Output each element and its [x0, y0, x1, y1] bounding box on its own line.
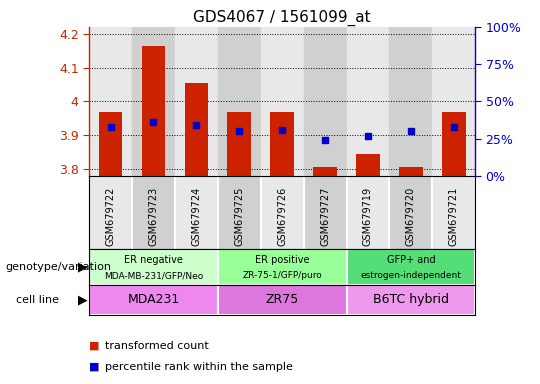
Bar [218, 27, 261, 176]
Text: genotype/variation: genotype/variation [5, 262, 111, 272]
Bar [347, 176, 389, 249]
Text: GSM679727: GSM679727 [320, 187, 330, 246]
Bar [347, 285, 475, 315]
Text: GFP+ and: GFP+ and [387, 255, 435, 265]
Bar [89, 285, 218, 315]
Text: GSM679722: GSM679722 [105, 187, 116, 246]
Text: percentile rank within the sample: percentile rank within the sample [105, 362, 293, 372]
Text: ER negative: ER negative [124, 255, 183, 265]
Bar [175, 27, 218, 176]
Text: ■: ■ [89, 341, 99, 351]
Bar [132, 27, 175, 176]
Bar [141, 45, 165, 176]
Bar [399, 167, 423, 176]
Text: estrogen-independent: estrogen-independent [360, 271, 461, 280]
Bar [313, 167, 337, 176]
Text: GSM679724: GSM679724 [191, 187, 201, 246]
Text: GSM679723: GSM679723 [148, 187, 158, 246]
Bar [303, 176, 347, 249]
Bar [271, 111, 294, 176]
Text: GSM679720: GSM679720 [406, 187, 416, 246]
Bar [261, 176, 303, 249]
Bar [218, 176, 261, 249]
Bar [261, 27, 303, 176]
Bar [89, 176, 132, 249]
Bar [175, 176, 218, 249]
Bar [185, 83, 208, 176]
Bar [442, 111, 465, 176]
Text: ▶: ▶ [78, 293, 87, 306]
Text: B6TC hybrid: B6TC hybrid [373, 293, 449, 306]
Title: GDS4067 / 1561099_at: GDS4067 / 1561099_at [193, 9, 371, 25]
Bar [218, 285, 347, 315]
Bar [433, 176, 475, 249]
Text: ZR-75-1/GFP/puro: ZR-75-1/GFP/puro [242, 271, 322, 280]
Bar [89, 249, 218, 285]
Text: transformed count: transformed count [105, 341, 209, 351]
Bar [227, 111, 251, 176]
Text: GSM679719: GSM679719 [363, 187, 373, 246]
Text: MDA-MB-231/GFP/Neo: MDA-MB-231/GFP/Neo [104, 271, 203, 280]
Text: GSM679726: GSM679726 [277, 187, 287, 246]
Bar [389, 176, 433, 249]
Bar [347, 249, 475, 285]
Bar [433, 27, 475, 176]
Text: ER positive: ER positive [255, 255, 309, 265]
Bar [89, 27, 132, 176]
Text: GSM679725: GSM679725 [234, 187, 244, 246]
Text: GSM679721: GSM679721 [449, 187, 459, 246]
Bar [132, 176, 175, 249]
Text: ZR75: ZR75 [266, 293, 299, 306]
Bar [99, 111, 123, 176]
Text: MDA231: MDA231 [127, 293, 180, 306]
Text: cell line: cell line [16, 295, 59, 305]
Bar [347, 27, 389, 176]
Text: ▶: ▶ [78, 260, 87, 273]
Text: ■: ■ [89, 362, 99, 372]
Bar [218, 249, 347, 285]
Bar [356, 154, 380, 176]
Bar [389, 27, 433, 176]
Bar [303, 27, 347, 176]
